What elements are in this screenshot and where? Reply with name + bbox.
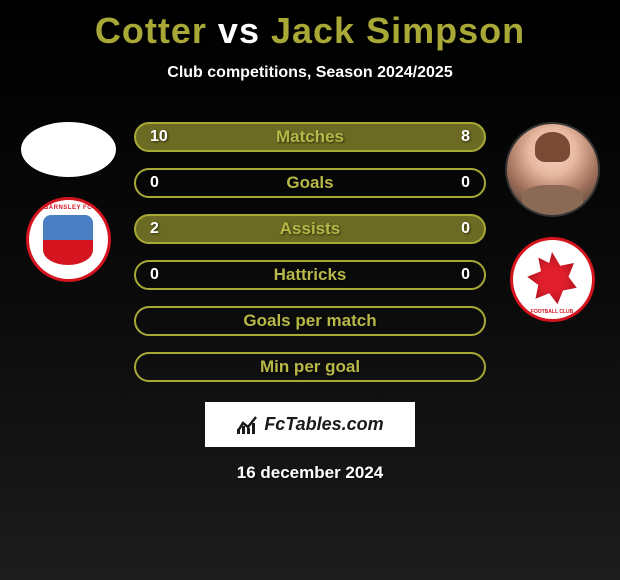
right-side xyxy=(492,122,612,382)
stat-right-value: 8 xyxy=(461,128,470,146)
footer-brand-text: FcTables.com xyxy=(264,414,383,435)
stat-left-value: 0 xyxy=(150,266,159,284)
stat-left-value: 2 xyxy=(150,220,159,238)
page-title: Cotter vs Jack Simpson xyxy=(0,0,620,52)
stat-label: Matches xyxy=(276,127,344,147)
stat-bar-goals-per-match: Goals per match xyxy=(134,306,486,336)
comparison-content: 10 Matches 8 0 Goals 0 2 Assists 0 0 Hattricks 0 Goa… xyxy=(0,122,620,382)
subtitle: Club competitions, Season 2024/2025 xyxy=(0,64,620,82)
stat-bar-min-per-goal: Min per goal xyxy=(134,352,486,382)
player2-name: Jack Simpson xyxy=(271,10,525,51)
stat-bar-goals: 0 Goals 0 xyxy=(134,168,486,198)
player1-name: Cotter xyxy=(95,10,207,51)
date-label: 16 december 2024 xyxy=(0,463,620,483)
vs-label: vs xyxy=(218,10,260,51)
stat-left-value: 0 xyxy=(150,174,159,192)
footer-brand: FcTables.com xyxy=(205,402,415,447)
stat-label: Goals per match xyxy=(243,311,376,331)
stat-label: Goals xyxy=(286,173,333,193)
player2-club-badge xyxy=(510,237,595,322)
stat-bar-assists: 2 Assists 0 xyxy=(134,214,486,244)
player1-club-badge xyxy=(26,197,111,282)
stat-label: Hattricks xyxy=(274,265,347,285)
player2-avatar xyxy=(505,122,600,217)
stat-right-value: 0 xyxy=(461,220,470,238)
player1-avatar xyxy=(21,122,116,177)
stat-bar-matches: 10 Matches 8 xyxy=(134,122,486,152)
stat-label: Min per goal xyxy=(260,357,360,377)
stat-right-value: 0 xyxy=(461,174,470,192)
chart-icon xyxy=(236,415,258,435)
stat-right-value: 0 xyxy=(461,266,470,284)
stat-left-value: 10 xyxy=(150,128,168,146)
left-side xyxy=(8,122,128,382)
stat-bar-hattricks: 0 Hattricks 0 xyxy=(134,260,486,290)
stat-label: Assists xyxy=(280,219,340,239)
stats-column: 10 Matches 8 0 Goals 0 2 Assists 0 0 Hattricks 0 Goa… xyxy=(128,122,492,382)
